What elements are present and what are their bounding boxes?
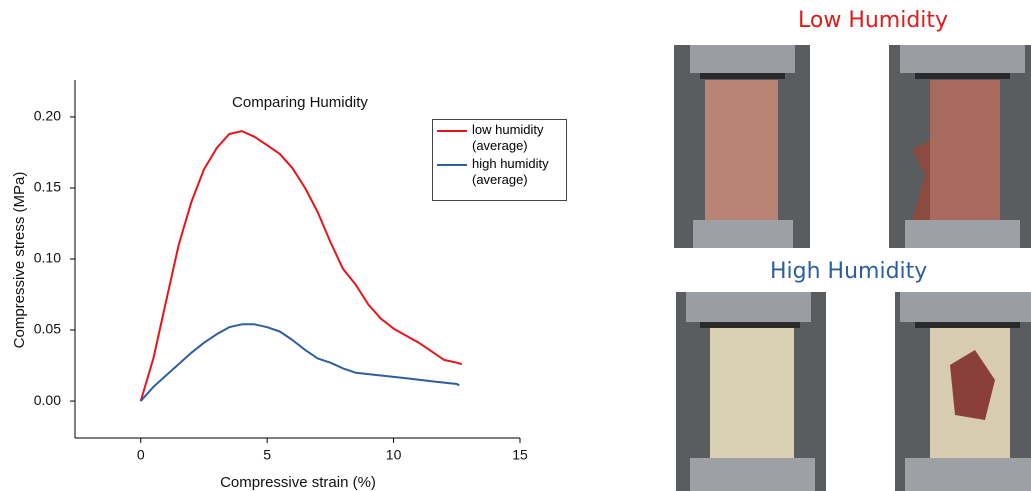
photo xyxy=(674,45,810,248)
legend-item: low humidity (average) xyxy=(437,122,562,154)
legend: low humidity (average) high humidity (ave… xyxy=(432,119,567,201)
legend-label: low humidity (average) xyxy=(472,122,544,153)
chart-title: Comparing Humidity xyxy=(232,94,368,111)
photo-label: Low Humidity xyxy=(798,8,949,33)
legend-item: high humidity (average) xyxy=(437,156,562,188)
x-tick-label: 15 xyxy=(512,447,528,463)
y-axis-label: Compressive stress (MPa) xyxy=(11,172,28,349)
x-tick-label: 0 xyxy=(137,447,145,463)
legend-swatch xyxy=(437,164,467,166)
y-tick-label: 0.20 xyxy=(34,108,61,124)
photo xyxy=(895,292,1031,491)
x-tick-label: 5 xyxy=(263,447,271,463)
y-tick-label: 0.00 xyxy=(34,392,61,408)
data-line xyxy=(139,323,460,402)
chart: Comparing Humidity Compressive strain (%… xyxy=(11,80,528,491)
photo xyxy=(676,292,826,491)
y-tick-label: 0.05 xyxy=(34,321,61,337)
data-line xyxy=(139,130,463,402)
legend-swatch xyxy=(437,130,467,132)
y-tick-label: 0.10 xyxy=(34,250,61,266)
x-axis-label: Compressive strain (%) xyxy=(220,474,376,491)
photo-label: High Humidity xyxy=(770,259,928,284)
y-tick-label: 0.15 xyxy=(34,179,61,195)
photo xyxy=(889,45,1031,248)
legend-label: high humidity (average) xyxy=(472,156,549,187)
x-tick-label: 10 xyxy=(386,447,402,463)
